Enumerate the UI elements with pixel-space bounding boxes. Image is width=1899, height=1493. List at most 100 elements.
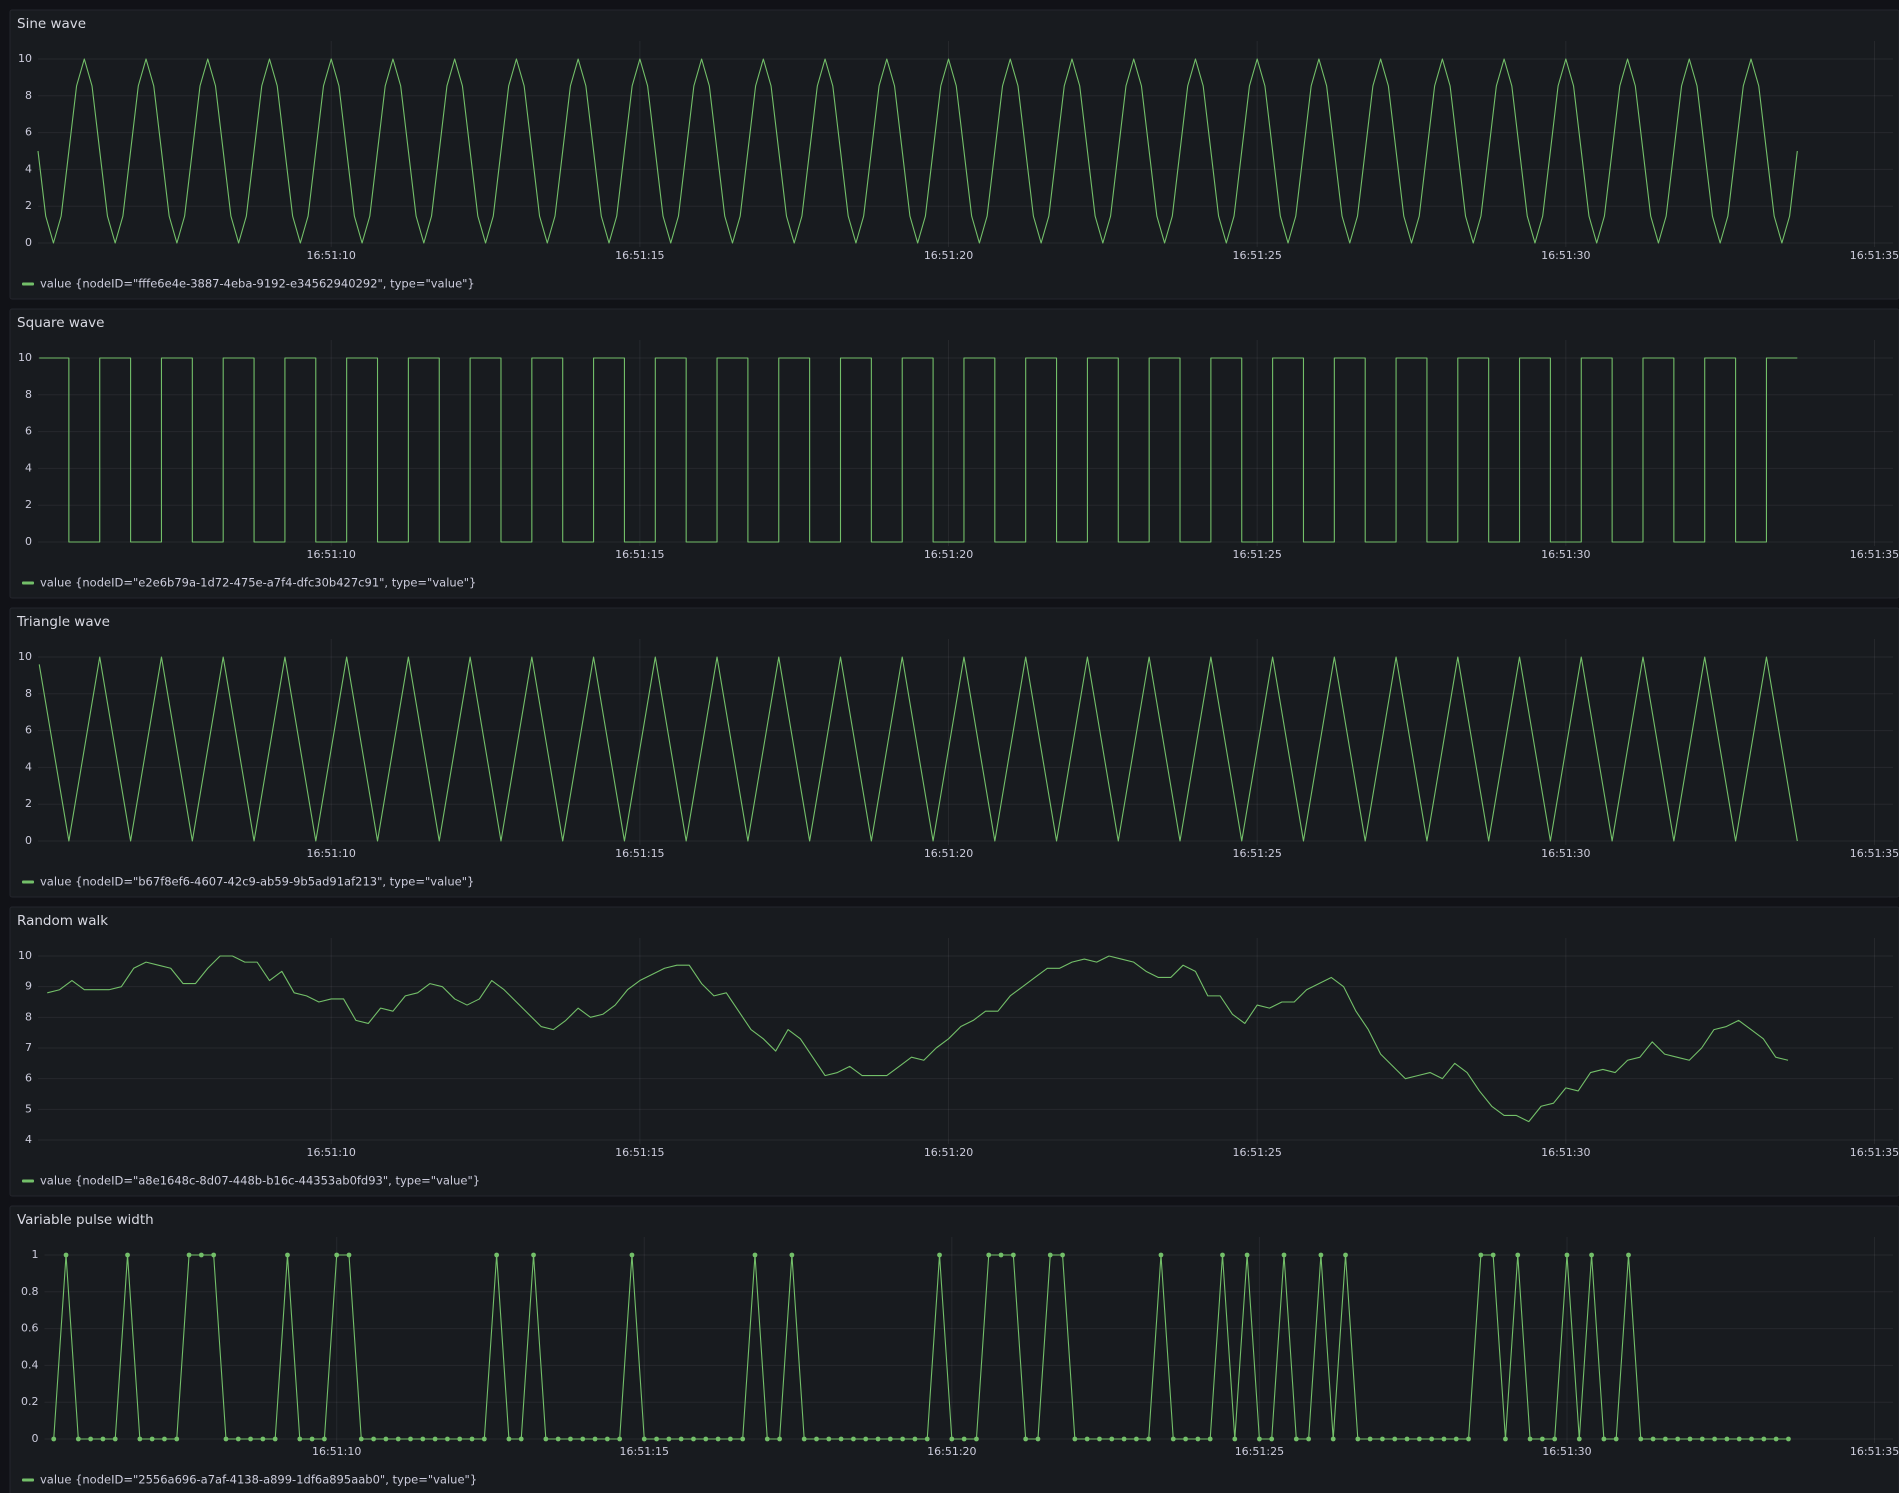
data-point — [445, 1436, 450, 1442]
data-point — [1195, 1436, 1201, 1442]
data-point — [641, 1436, 647, 1442]
x-tick-label: 16:51:25 — [1232, 249, 1281, 262]
y-tick-label: 0.2 — [21, 1395, 39, 1408]
data-point — [592, 1436, 598, 1442]
data-point — [826, 1436, 832, 1442]
data-point — [531, 1252, 536, 1258]
data-point — [617, 1436, 623, 1442]
x-tick-label: 16:51:10 — [307, 847, 356, 860]
data-point — [88, 1436, 94, 1442]
data-point — [789, 1252, 795, 1258]
legend-label[interactable]: value {nodeID="fffe6e4e-3887-4eba-9192-e… — [40, 277, 475, 291]
y-tick-label: 1 — [32, 1248, 39, 1261]
y-tick-label: 4 — [25, 162, 32, 175]
series-line — [47, 955, 1789, 1123]
data-point — [1269, 1436, 1275, 1442]
y-tick-label: 6 — [25, 724, 32, 737]
y-tick-label: 10 — [18, 650, 32, 663]
data-point — [1786, 1436, 1791, 1442]
data-point — [1392, 1436, 1398, 1442]
y-tick-label: 4 — [25, 1133, 32, 1146]
data-point — [432, 1436, 438, 1442]
y-tick-label: 0.6 — [21, 1322, 39, 1335]
data-point — [383, 1436, 389, 1442]
data-point — [248, 1436, 253, 1442]
data-point — [223, 1436, 229, 1442]
data-point — [1232, 1436, 1238, 1442]
data-point — [506, 1436, 512, 1442]
legend-swatch — [22, 880, 34, 884]
x-tick-label: 16:51:10 — [307, 1146, 356, 1159]
x-tick-label: 16:51:15 — [615, 548, 664, 561]
data-point — [1650, 1436, 1656, 1442]
data-point — [1133, 1436, 1139, 1442]
data-point — [1429, 1436, 1435, 1442]
y-tick-label: 0 — [25, 236, 32, 249]
data-point — [1343, 1252, 1348, 1258]
data-point — [961, 1436, 967, 1442]
y-tick-label: 4 — [25, 461, 32, 474]
data-point — [149, 1436, 155, 1442]
data-point — [912, 1436, 918, 1442]
data-point — [321, 1436, 327, 1442]
data-point — [1330, 1436, 1336, 1442]
data-point — [1662, 1436, 1668, 1442]
data-point — [629, 1252, 635, 1258]
legend-swatch — [22, 1179, 34, 1183]
data-point — [1539, 1436, 1545, 1442]
x-tick-label: 16:51:35 — [1850, 249, 1899, 262]
data-point — [1244, 1252, 1250, 1258]
x-tick-label: 16:51:20 — [924, 548, 973, 561]
data-point — [408, 1436, 413, 1442]
data-point — [395, 1436, 401, 1442]
legend-swatch — [22, 581, 34, 585]
data-point — [740, 1436, 746, 1442]
x-tick-label: 16:51:20 — [924, 249, 973, 262]
data-point — [1318, 1252, 1324, 1258]
data-point — [1441, 1436, 1447, 1442]
y-tick-label: 0.8 — [21, 1285, 39, 1298]
data-point — [1466, 1436, 1471, 1442]
data-point — [346, 1252, 352, 1258]
panel-title: Triangle wave — [16, 614, 110, 630]
data-point — [1306, 1436, 1312, 1442]
legend-label[interactable]: value {nodeID="a8e1648c-8d07-448b-b16c-4… — [40, 1174, 480, 1188]
legend-label[interactable]: value {nodeID="b67f8ef6-4607-42c9-ab59-9… — [40, 875, 474, 889]
x-tick-label: 16:51:30 — [1541, 1146, 1590, 1159]
x-tick-label: 16:51:35 — [1850, 847, 1899, 860]
data-point — [1293, 1436, 1299, 1442]
data-point — [1010, 1252, 1016, 1258]
x-tick-label: 16:51:25 — [1235, 1445, 1284, 1458]
y-tick-label: 5 — [25, 1102, 32, 1115]
data-point — [51, 1436, 57, 1442]
data-point — [678, 1436, 684, 1442]
legend-swatch — [22, 282, 34, 286]
x-tick-label: 16:51:35 — [1850, 1445, 1899, 1458]
data-point — [1183, 1436, 1188, 1442]
series-line — [38, 656, 1798, 842]
data-point — [1638, 1436, 1644, 1442]
y-tick-label: 8 — [25, 89, 32, 102]
y-tick-label: 9 — [25, 980, 32, 993]
data-point — [1699, 1436, 1705, 1442]
x-tick-label: 16:51:15 — [615, 249, 664, 262]
y-tick-label: 10 — [18, 52, 32, 65]
data-point — [974, 1436, 979, 1442]
y-tick-label: 6 — [25, 425, 32, 438]
data-point — [1761, 1436, 1767, 1442]
data-point — [309, 1436, 315, 1442]
data-point — [1060, 1252, 1065, 1258]
data-point — [420, 1436, 426, 1442]
y-tick-label: 2 — [25, 199, 32, 212]
series-line — [37, 58, 1798, 244]
y-tick-label: 8 — [25, 1010, 32, 1023]
legend-label[interactable]: value {nodeID="2556a696-a7af-4138-a899-1… — [40, 1473, 477, 1487]
data-point — [1712, 1436, 1718, 1442]
legend-label[interactable]: value {nodeID="e2e6b79a-1d72-475e-a7f4-d… — [40, 576, 476, 590]
panel-background — [9, 9, 1899, 300]
panel-background — [9, 906, 1899, 1197]
data-point — [1675, 1436, 1681, 1442]
data-point — [285, 1252, 290, 1258]
